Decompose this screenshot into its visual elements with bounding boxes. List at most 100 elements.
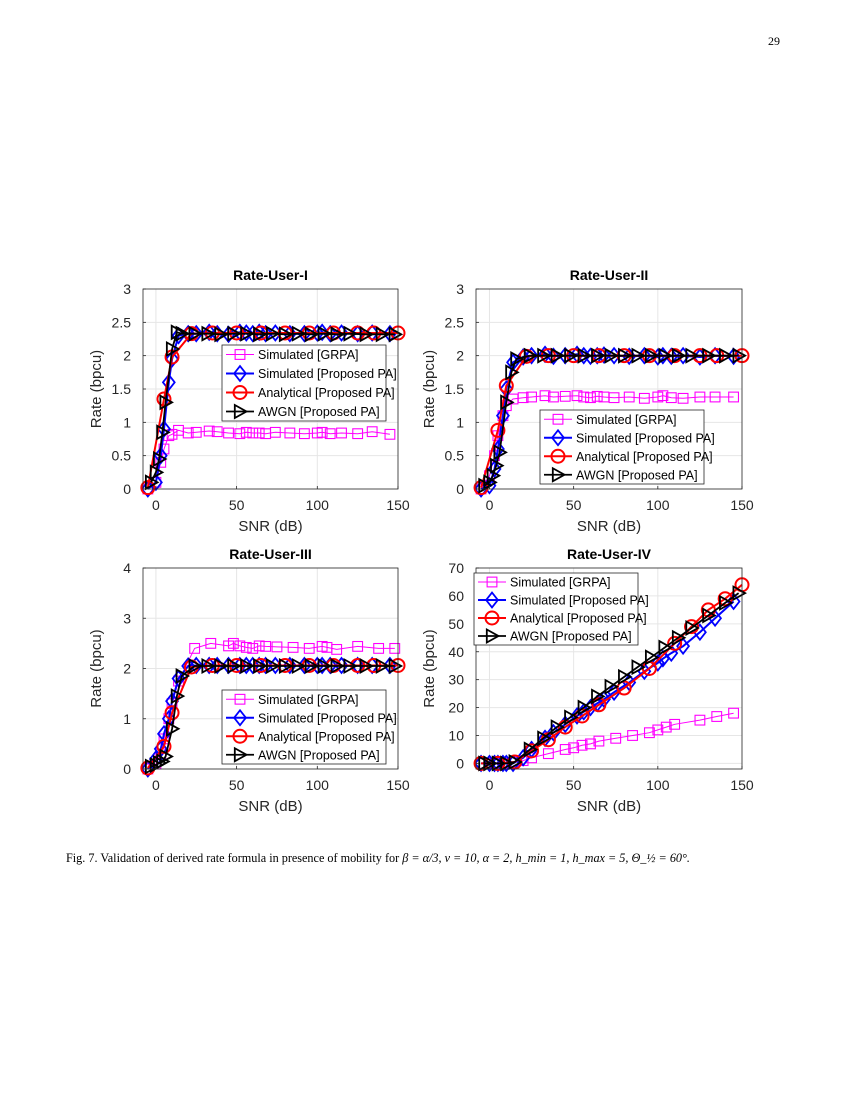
series-awgn xyxy=(478,347,747,494)
data-point-grpa xyxy=(260,640,272,652)
x-tick-label: 0 xyxy=(486,497,494,513)
legend-marker-grpa xyxy=(486,576,498,588)
y-tick-label: 3 xyxy=(123,610,131,626)
chart-4: 0 50 100 150 0 10 20 30 40 50 60 70 Rate-User-IV SNR … xyxy=(421,546,754,815)
x-tick-label: 150 xyxy=(730,777,754,793)
data-point-analytical xyxy=(156,391,172,407)
data-point-awgn xyxy=(188,325,203,342)
x-tick-label: 50 xyxy=(229,777,245,793)
legend-box xyxy=(473,572,639,646)
data-point-simulated xyxy=(202,323,217,342)
data-point-grpa xyxy=(253,640,265,652)
data-point-awgn xyxy=(510,350,525,368)
y-tick-label: 1 xyxy=(456,414,464,430)
legend-label-simulated: Simulated [Proposed PA] xyxy=(258,711,397,725)
series-line-analytical xyxy=(146,332,398,488)
legend: Simulated [GRPA] Simulated [Proposed PA] A… xyxy=(539,409,715,485)
data-point-awgn xyxy=(165,720,181,737)
legend-marker-analytical xyxy=(484,610,500,626)
data-point-grpa xyxy=(665,392,677,404)
data-point-awgn xyxy=(304,326,320,343)
legend-marker-grpa xyxy=(552,413,564,425)
data-point-grpa xyxy=(205,637,217,649)
x-tick-label: 150 xyxy=(386,497,410,513)
y-axis-label: Rate (bpcu) xyxy=(421,629,438,707)
data-point-awgn xyxy=(550,719,566,736)
x-tick-label: 100 xyxy=(306,497,330,513)
data-point-awgn xyxy=(201,657,216,675)
y-tick-label: 70 xyxy=(448,560,464,576)
data-point-awgn xyxy=(317,657,333,675)
x-tick-label: 100 xyxy=(646,777,670,793)
data-point-simulated xyxy=(524,346,539,365)
legend-marker-analytical xyxy=(232,728,248,744)
data-point-grpa xyxy=(352,428,364,440)
data-point-awgn xyxy=(486,467,502,484)
data-point-analytical xyxy=(667,635,683,651)
data-point-awgn xyxy=(685,619,700,637)
data-point-analytical xyxy=(366,325,382,341)
data-point-awgn xyxy=(671,629,687,646)
legend-marker-simulated xyxy=(485,591,499,609)
data-point-awgn xyxy=(564,347,579,364)
y-tick-label: 40 xyxy=(448,644,464,660)
data-point-awgn xyxy=(201,325,216,342)
data-point-awgn xyxy=(493,444,508,461)
data-point-grpa xyxy=(638,392,650,404)
x-axis-label: SNR (dB) xyxy=(238,518,302,535)
y-tick-label: 2 xyxy=(123,661,131,677)
data-point-awgn xyxy=(253,657,268,675)
data-point-awgn xyxy=(644,649,660,666)
data-point-awgn xyxy=(604,347,620,364)
data-point-grpa xyxy=(253,427,265,439)
data-point-grpa xyxy=(352,640,364,652)
legend-marker-grpa xyxy=(234,693,246,705)
x-tick-label: 150 xyxy=(730,497,754,513)
data-point-grpa xyxy=(559,744,571,755)
y-tick-label: 0.5 xyxy=(445,448,465,464)
y-tick-label: 3 xyxy=(123,281,131,297)
data-point-grpa xyxy=(211,426,223,438)
y-tick-label: 4 xyxy=(123,560,131,576)
data-point-awgn xyxy=(523,741,539,758)
legend-label-simulated: Simulated [Proposed PA] xyxy=(510,594,649,608)
data-point-awgn xyxy=(490,457,505,474)
data-point-grpa xyxy=(711,711,723,722)
data-point-awgn xyxy=(149,464,165,481)
data-point-awgn xyxy=(359,326,375,343)
y-tick-label: 0.5 xyxy=(112,448,132,464)
y-tick-label: 1.5 xyxy=(445,381,465,397)
data-point-awgn xyxy=(658,347,673,364)
data-point-grpa xyxy=(694,391,706,403)
legend-marker-simulated xyxy=(551,428,565,447)
chart-2: 0 50 100 150 0 0.5 1 1.5 2 2.5 3 Rate-User-II SNR (d… xyxy=(421,267,754,535)
data-point-analytical xyxy=(616,680,632,696)
legend: Simulated [GRPA] Simulated [Proposed PA] A… xyxy=(221,344,397,422)
data-point-grpa xyxy=(373,642,385,654)
data-point-grpa xyxy=(660,721,672,733)
data-point-grpa xyxy=(271,641,283,653)
data-point-awgn xyxy=(240,657,255,675)
y-tick-label: 1 xyxy=(123,414,131,430)
legend: Simulated [GRPA] Simulated [Proposed PA] A… xyxy=(221,689,397,765)
data-point-simulated xyxy=(165,350,180,368)
data-point-awgn xyxy=(685,347,700,364)
data-point-awgn xyxy=(732,347,747,364)
data-point-awgn xyxy=(375,657,391,675)
data-point-awgn xyxy=(500,394,515,411)
data-point-awgn xyxy=(564,709,579,726)
data-point-awgn xyxy=(175,668,191,685)
data-point-awgn xyxy=(702,607,717,624)
data-point-grpa xyxy=(709,391,721,403)
data-point-grpa xyxy=(240,641,252,653)
data-point-awgn xyxy=(618,347,633,364)
x-axis-label: SNR (dB) xyxy=(238,798,302,815)
data-point-grpa xyxy=(384,428,396,440)
data-point-awgn xyxy=(508,753,524,771)
legend-label-grpa: Simulated [GRPA] xyxy=(510,576,611,590)
x-tick-label: 0 xyxy=(152,777,160,793)
data-point-grpa xyxy=(539,390,551,402)
legend-box xyxy=(221,344,387,422)
data-point-awgn xyxy=(591,688,606,705)
legend-label-awgn: AWGN [Proposed PA] xyxy=(510,630,632,644)
